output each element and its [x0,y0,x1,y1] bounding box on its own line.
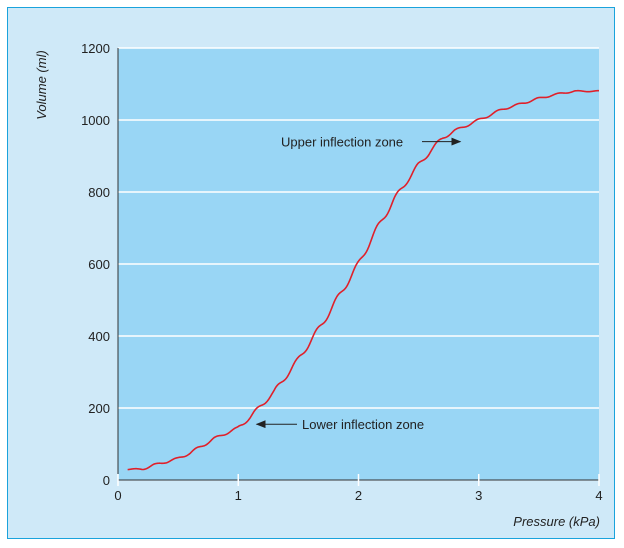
y-tick-label: 400 [88,329,110,344]
volume-curve [127,89,600,471]
axes [117,48,600,486]
annotation-label: Lower inflection zone [302,417,424,432]
x-tick-label: 4 [595,488,602,503]
series-layer [127,89,600,471]
y-tick-label: 0 [103,473,110,488]
annotation-label: Upper inflection zone [281,135,403,150]
y-tick-label: 200 [88,401,110,416]
x-axis-label: Pressure (kPa) [513,514,600,529]
x-tick-label: 3 [475,488,482,503]
x-tick-label: 1 [235,488,242,503]
y-tick-label: 1200 [81,41,110,56]
x-tick-label: 2 [355,488,362,503]
tick-labels: 0 200 400 600 800 1000 1200 0 1 2 3 4 [81,41,603,503]
y-tick-label: 600 [88,257,110,272]
y-tick-label: 800 [88,185,110,200]
gridlines [118,47,599,409]
annotations-layer: Upper inflection zone Lower inflection zo… [255,135,462,432]
y-axis-label: Volume (ml) [34,50,49,120]
y-tick-label: 1000 [81,113,110,128]
x-tick-label: 0 [114,488,121,503]
